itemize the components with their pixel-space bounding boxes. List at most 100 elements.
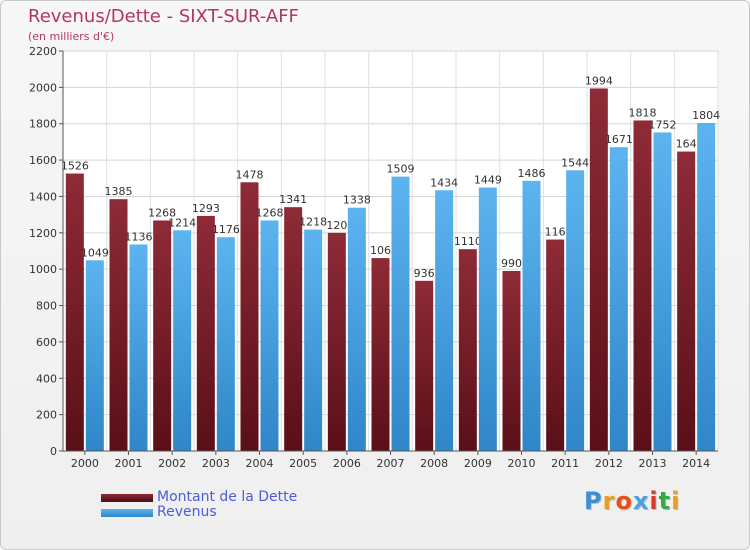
legend-label-revenus: Revenus xyxy=(157,504,217,520)
y-tick-label: 600 xyxy=(36,336,57,349)
value-label-revenus: 1671 xyxy=(605,133,633,146)
bar-revenus xyxy=(260,220,279,451)
logo-letter: r xyxy=(602,487,616,515)
value-label-dette: 1385 xyxy=(105,185,133,198)
bar-dette xyxy=(415,280,434,451)
y-tick-label: 1200 xyxy=(29,227,57,240)
logo-letter: i xyxy=(649,487,659,515)
bar-dette xyxy=(589,88,608,452)
value-label-dette: 1818 xyxy=(629,106,657,119)
plot-area xyxy=(63,51,718,451)
y-tick-label: 1000 xyxy=(29,263,57,276)
bar-revenus xyxy=(216,237,235,451)
bar-dette xyxy=(371,258,390,451)
x-tick-label: 2005 xyxy=(289,457,317,470)
bar-dette xyxy=(196,215,215,451)
x-tick-label: 2004 xyxy=(246,457,274,470)
bar-revenus xyxy=(697,123,716,451)
bar-revenus xyxy=(347,207,366,451)
y-tick-label: 1800 xyxy=(29,118,57,131)
value-label-dette: 116 xyxy=(545,226,566,239)
value-label-revenus: 1544 xyxy=(561,156,589,169)
x-tick-label: 2007 xyxy=(377,457,405,470)
x-tick-label: 2014 xyxy=(682,457,710,470)
value-label-dette: 1268 xyxy=(148,206,176,219)
value-label-dette: 936 xyxy=(414,267,435,280)
x-tick-label: 2012 xyxy=(595,457,623,470)
logo-letter: o xyxy=(615,487,633,515)
x-tick-label: 2006 xyxy=(333,457,361,470)
bar-revenus xyxy=(391,176,410,452)
proxiti-logo: Proxiti xyxy=(584,487,680,515)
value-label-revenus: 1338 xyxy=(343,194,371,207)
bar-revenus xyxy=(85,260,104,451)
bar-dette xyxy=(153,220,172,451)
bar-revenus xyxy=(609,147,628,451)
value-label-dette: 106 xyxy=(370,244,391,257)
chart-title: Revenus/Dette - SIXT-SUR-AFF xyxy=(28,6,299,27)
bar-revenus xyxy=(129,244,148,451)
value-label-revenus: 1486 xyxy=(518,167,546,180)
y-tick-label: 400 xyxy=(36,372,57,385)
value-label-revenus: 1268 xyxy=(256,206,284,219)
bar-dette xyxy=(240,182,259,452)
value-label-revenus: 1509 xyxy=(387,163,415,176)
value-label-dette: 1293 xyxy=(192,202,220,215)
value-label-revenus: 1752 xyxy=(649,118,677,131)
bar-dette xyxy=(502,271,521,451)
x-tick-label: 2013 xyxy=(639,457,667,470)
bar-revenus xyxy=(173,230,192,451)
value-label-revenus: 1214 xyxy=(168,216,196,229)
value-label-revenus: 1136 xyxy=(125,230,153,243)
value-label-dette: 990 xyxy=(501,257,522,270)
bar-revenus xyxy=(653,132,672,452)
bar-dette xyxy=(65,173,84,451)
bar-revenus xyxy=(478,187,497,451)
legend-swatch-revenus xyxy=(101,509,153,517)
x-tick-label: 2003 xyxy=(202,457,230,470)
x-tick-label: 2001 xyxy=(115,457,143,470)
logo-letter: t xyxy=(658,487,672,515)
value-label-dette: 1526 xyxy=(61,160,89,173)
bar-dette xyxy=(284,207,303,451)
value-label-dette: 164 xyxy=(676,138,697,151)
bar-revenus xyxy=(522,180,541,451)
value-label-revenus: 1218 xyxy=(299,216,327,229)
logo-letter: x xyxy=(632,487,650,515)
bar-dette xyxy=(546,239,565,451)
bar-dette xyxy=(458,249,477,451)
bar-dette xyxy=(633,120,652,452)
logo-letter: P xyxy=(584,487,603,515)
y-tick-label: 0 xyxy=(50,445,57,458)
logo-letter: i xyxy=(671,487,681,515)
bar-dette xyxy=(327,232,346,451)
value-label-revenus: 1434 xyxy=(430,176,458,189)
bar-dette xyxy=(677,151,696,451)
y-tick-label: 2200 xyxy=(29,45,57,58)
x-tick-label: 2010 xyxy=(508,457,536,470)
chart-subtitle: (en milliers d'€) xyxy=(28,30,115,43)
x-tick-label: 2008 xyxy=(420,457,448,470)
bar-revenus xyxy=(435,190,454,452)
x-tick-label: 2009 xyxy=(464,457,492,470)
value-label-revenus: 1049 xyxy=(81,246,109,259)
y-tick-label: 1600 xyxy=(29,154,57,167)
value-label-dette: 1994 xyxy=(585,74,613,87)
bar-revenus xyxy=(566,170,585,452)
x-tick-label: 2002 xyxy=(158,457,186,470)
x-tick-label: 2011 xyxy=(551,457,579,470)
y-tick-label: 800 xyxy=(36,300,57,313)
legend-label-dette: Montant de la Dette xyxy=(157,489,298,505)
value-label-dette: 1341 xyxy=(279,193,307,206)
grid-layer xyxy=(62,50,719,452)
bar-dette xyxy=(109,199,128,451)
bar-revenus xyxy=(304,229,323,451)
bar-layer: 1526104913851136126812141293117614781268… xyxy=(61,74,720,452)
legend-swatch-dette xyxy=(101,494,153,502)
value-label-revenus: 1449 xyxy=(474,174,502,187)
y-tick-label: 1400 xyxy=(29,190,57,203)
value-label-dette: 1110 xyxy=(454,235,482,248)
y-tick-label: 2000 xyxy=(29,81,57,94)
